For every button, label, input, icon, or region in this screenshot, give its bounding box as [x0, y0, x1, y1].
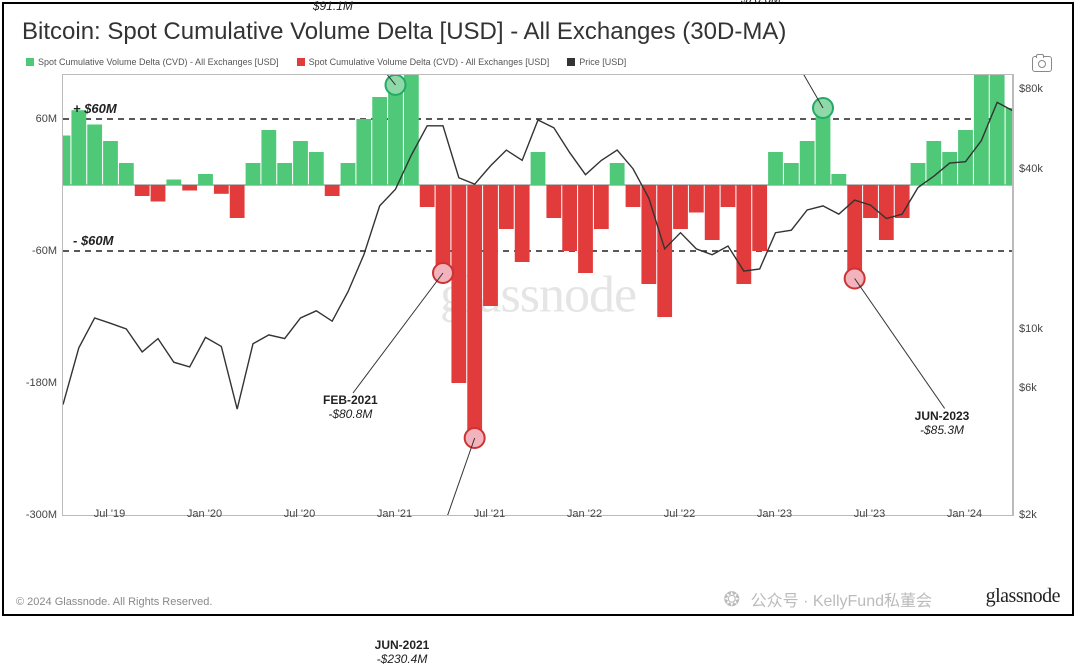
legend-item-price: Price [USD]	[567, 57, 626, 67]
callout-jun21: JUN-2021-$230.4M	[375, 638, 430, 666]
ytick-right: $2k	[1019, 509, 1059, 521]
reference-label: + $60M	[73, 101, 117, 116]
xtick: Jan '20	[187, 508, 222, 520]
ytick-right: $80k	[1019, 83, 1059, 95]
xtick: Jan '24	[947, 508, 982, 520]
legend-swatch-pos	[26, 58, 34, 66]
snapshot-icon[interactable]	[1032, 56, 1052, 72]
chart-card: Bitcoin: Spot Cumulative Volume Delta [U…	[2, 2, 1074, 616]
xtick: Jul '21	[474, 508, 505, 520]
xtick: Jul '20	[284, 508, 315, 520]
plot-area: glassnode 60M-60M-180M-300M $80k$40k$10k…	[62, 74, 1014, 516]
legend-swatch-price	[567, 58, 575, 66]
copyright: © 2024 Glassnode. All Rights Reserved.	[16, 596, 212, 608]
ytick-right: $6k	[1019, 382, 1059, 394]
watermark: glassnode	[440, 266, 636, 325]
ytick-left: -300M	[17, 509, 57, 521]
callout-jun23: JUN-2023-$85.3M	[915, 409, 970, 437]
ytick-left: -180M	[17, 377, 57, 389]
legend-label-neg: Spot Cumulative Volume Delta (CVD) - All…	[309, 57, 550, 67]
legend-label-pos: Spot Cumulative Volume Delta (CVD) - All…	[38, 57, 279, 67]
callout-feb21n: FEB-2021-$80.8M	[323, 393, 378, 421]
ytick-right: $40k	[1019, 163, 1059, 175]
chart-title: Bitcoin: Spot Cumulative Volume Delta [U…	[4, 4, 1072, 54]
ytick-left: -60M	[17, 245, 57, 257]
xtick: Jan '21	[377, 508, 412, 520]
y-axis-left: 60M-60M-180M-300M	[17, 75, 61, 515]
y-axis-right: $80k$40k$10k$6k$2k	[1015, 75, 1059, 515]
legend-label-price: Price [USD]	[579, 57, 626, 67]
ytick-left: 60M	[17, 113, 57, 125]
xtick: Jan '23	[757, 508, 792, 520]
legend-swatch-neg	[297, 58, 305, 66]
reference-label: - $60M	[73, 233, 113, 248]
legend-item-pos: Spot Cumulative Volume Delta (CVD) - All…	[26, 57, 279, 67]
xtick: Jul '19	[94, 508, 125, 520]
legend: Spot Cumulative Volume Delta (CVD) - All…	[4, 54, 1072, 74]
legend-item-neg: Spot Cumulative Volume Delta (CVD) - All…	[297, 57, 550, 67]
glassnode-logo: glassnode	[986, 585, 1060, 608]
xtick: Jul '22	[664, 508, 695, 520]
xtick: Jul '23	[854, 508, 885, 520]
footer: © 2024 Glassnode. All Rights Reserved. g…	[16, 585, 1060, 608]
x-axis: Jul '19 Jan '20 Jul '20 Jan '21 Jul '21 Jan '…	[62, 506, 1010, 522]
chart-svg	[63, 75, 1013, 515]
ytick-right: $10k	[1019, 323, 1059, 335]
xtick: Jan '22	[567, 508, 602, 520]
